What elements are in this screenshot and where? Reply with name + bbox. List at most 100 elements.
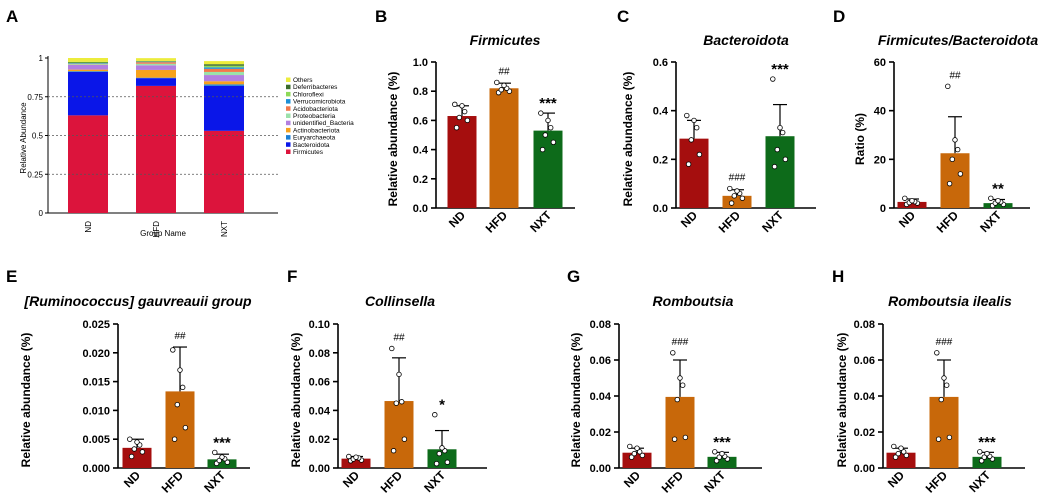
y-tick-label: 20 [874,154,886,166]
bar [983,203,1013,208]
y-tick-label: 0.2 [413,174,428,186]
x-tick-label: HFD [152,221,161,238]
x-tick-label: HFD [378,468,406,496]
stack-segment [68,62,108,64]
stack-segment [136,62,176,64]
legend-swatch [286,113,291,118]
legend-entry: Acidobacteriota [293,106,338,113]
x-tick-label: NXT [220,221,229,237]
data-point [691,117,697,124]
data-point [494,79,500,86]
y-tick-label: 0.5 [32,132,44,141]
legend-swatch [286,149,291,154]
data-point [212,449,218,456]
stack-segment [136,58,176,61]
bar [207,459,237,468]
stack-segment [68,115,108,213]
y-tick-label: 0.020 [82,348,110,360]
x-tick-label: HFD [923,468,951,496]
data-point [396,371,402,378]
bar [427,449,457,468]
data-point [634,445,640,451]
legend-entry: Firmicutes [293,149,324,156]
y-tick-label: 1.0 [413,57,428,69]
x-tick-label: NXT [701,468,728,495]
y-tick-label: 40 [874,106,886,118]
panel-label-f: F [287,267,297,286]
y-tick-label: 0.04 [590,391,612,403]
data-point [390,448,397,454]
bar [165,391,195,468]
data-point [901,449,907,455]
data-point [952,137,958,143]
data-point [432,412,438,418]
data-point [903,452,910,459]
bar [665,396,695,468]
data-point [128,453,135,460]
data-point [680,382,686,388]
y-axis-title: Relative abundance (%) [289,333,303,468]
bar [897,201,927,208]
data-point [453,124,460,131]
bar [886,452,916,468]
data-point [716,454,722,460]
bar [622,452,652,468]
data-point [462,108,468,115]
y-tick-label: 0.010 [82,405,110,417]
panel-title: [Ruminococcus] gauvreauii group [23,293,252,309]
significance-label: ## [498,66,510,77]
data-point [774,146,780,153]
significance-label: *** [213,434,231,451]
x-axis-title: Group Name [140,229,186,238]
data-point [955,146,961,153]
data-point [542,132,548,138]
y-axis-title: Relative abundance (%) [621,72,635,207]
x-tick-label: NXT [527,208,554,235]
data-point [734,188,740,194]
x-tick-label: ND [621,468,643,490]
bar [341,458,371,468]
stack-segment [204,61,244,65]
data-point [902,195,908,201]
y-tick-label: 0.08 [854,319,875,331]
y-tick-label: 0.8 [413,86,428,98]
data-point [895,450,901,457]
x-tick-label: NXT [977,208,1004,235]
data-point [898,445,904,451]
data-point [727,185,733,192]
panel-title: Collinsella [365,293,435,309]
stack-segment [136,78,176,86]
data-point [685,161,692,167]
panel-g: Romboutsia 0.00 0.02 0.04 0.06 0.08 Relative a… [569,293,762,496]
y-tick-label: 0.0 [653,203,668,215]
stack-segment [204,81,244,85]
data-point [436,450,442,457]
data-point [127,436,133,442]
legend-entry: Euryarchaeota [293,135,336,142]
data-point [179,384,186,391]
panel-a: 0 0.25 0.5 0.75 1 ND HFD NXT Relative Abundance G… [19,54,354,238]
y-axis-title: Relative abundance (%) [569,333,583,468]
data-point [401,436,408,442]
panel-e: [Ruminococcus] gauvreauii group 0.000 0.00… [19,293,252,496]
panel-title: Romboutsia [653,293,734,309]
significance-label: ## [174,331,186,342]
data-point [694,124,700,131]
significance-label: ** [992,180,1004,197]
y-tick-label: 0.10 [309,319,330,331]
significance-label: * [439,397,445,414]
data-point [174,401,180,408]
stack-segment [204,68,244,72]
panel-c: Bacteroidota 0.0 0.2 0.4 0.6 Relative abundan… [621,32,816,236]
data-point [631,450,637,457]
data-point [677,375,683,381]
significance-label: *** [539,95,557,112]
panel-label-g: G [567,267,580,286]
data-point [946,180,953,187]
data-point [139,449,146,455]
data-point [770,76,776,82]
legend-swatch [286,77,291,82]
legend-swatch [286,84,291,90]
data-point [627,443,633,450]
y-axis-title: Relative abundance (%) [19,333,33,468]
